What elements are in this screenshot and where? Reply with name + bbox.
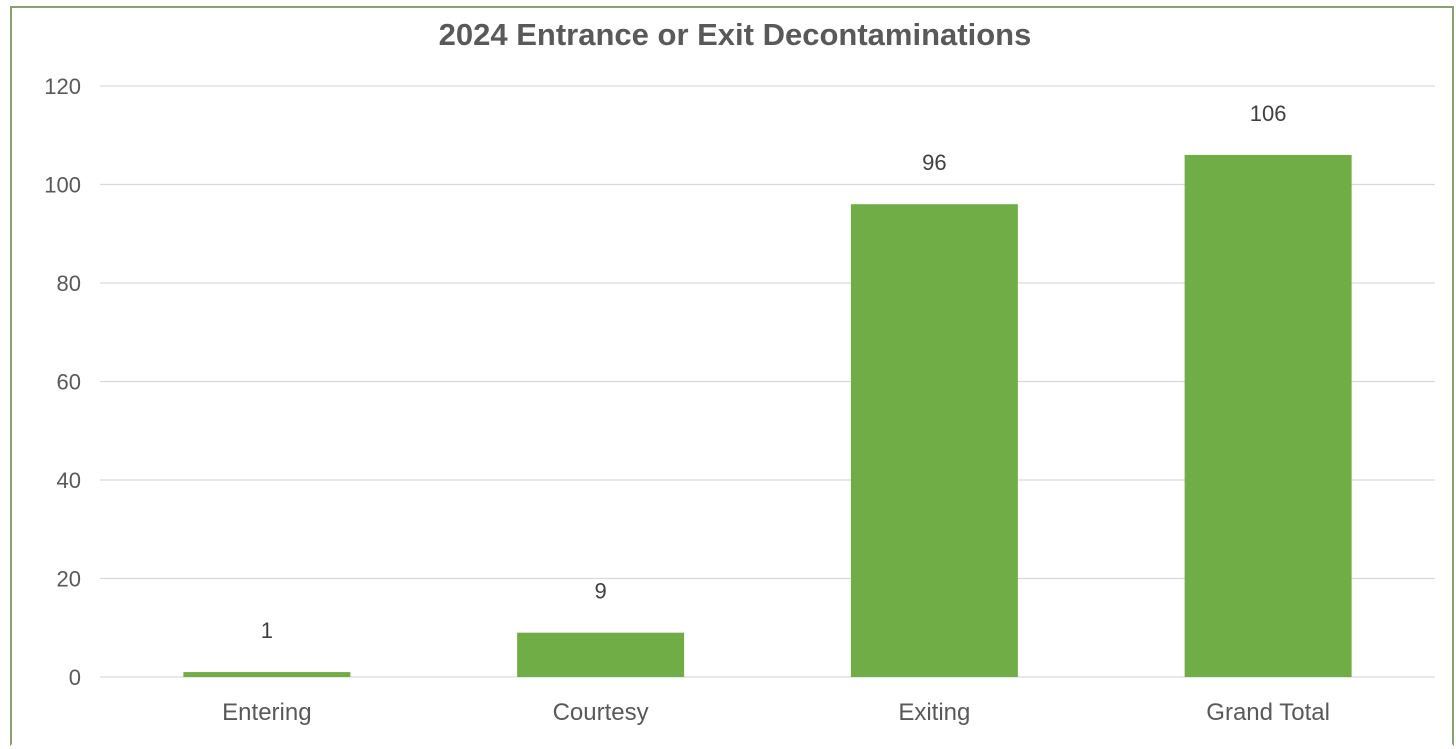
y-tick-label: 60	[57, 370, 81, 395]
y-tick-label: 100	[44, 173, 81, 198]
chart-title: 2024 Entrance or Exit Decontaminations	[439, 17, 1032, 52]
data-labels: 1 9 96 106	[261, 101, 1287, 643]
data-label: 1	[261, 618, 273, 643]
y-tick-label: 0	[69, 665, 81, 690]
y-tick-label: 40	[57, 468, 81, 493]
bars	[183, 154, 1352, 677]
bar	[183, 672, 351, 677]
x-category-label: Courtesy	[553, 699, 649, 726]
x-category-label: Entering	[222, 699, 311, 726]
y-tick-label: 120	[44, 74, 81, 99]
bar	[1184, 154, 1352, 677]
y-axis-ticks: 0 20 40 60 80 100 120	[44, 74, 81, 690]
data-label: 9	[595, 579, 607, 604]
data-label: 96	[922, 150, 946, 175]
x-axis-categories: Entering Courtesy Exiting Grand Total	[222, 699, 1330, 726]
data-label: 106	[1250, 101, 1287, 126]
bar	[850, 204, 1018, 677]
y-tick-label: 80	[57, 271, 81, 296]
x-category-label: Grand Total	[1206, 699, 1330, 726]
bar	[517, 632, 685, 677]
x-category-label: Exiting	[898, 699, 970, 726]
y-tick-label: 20	[57, 567, 81, 592]
